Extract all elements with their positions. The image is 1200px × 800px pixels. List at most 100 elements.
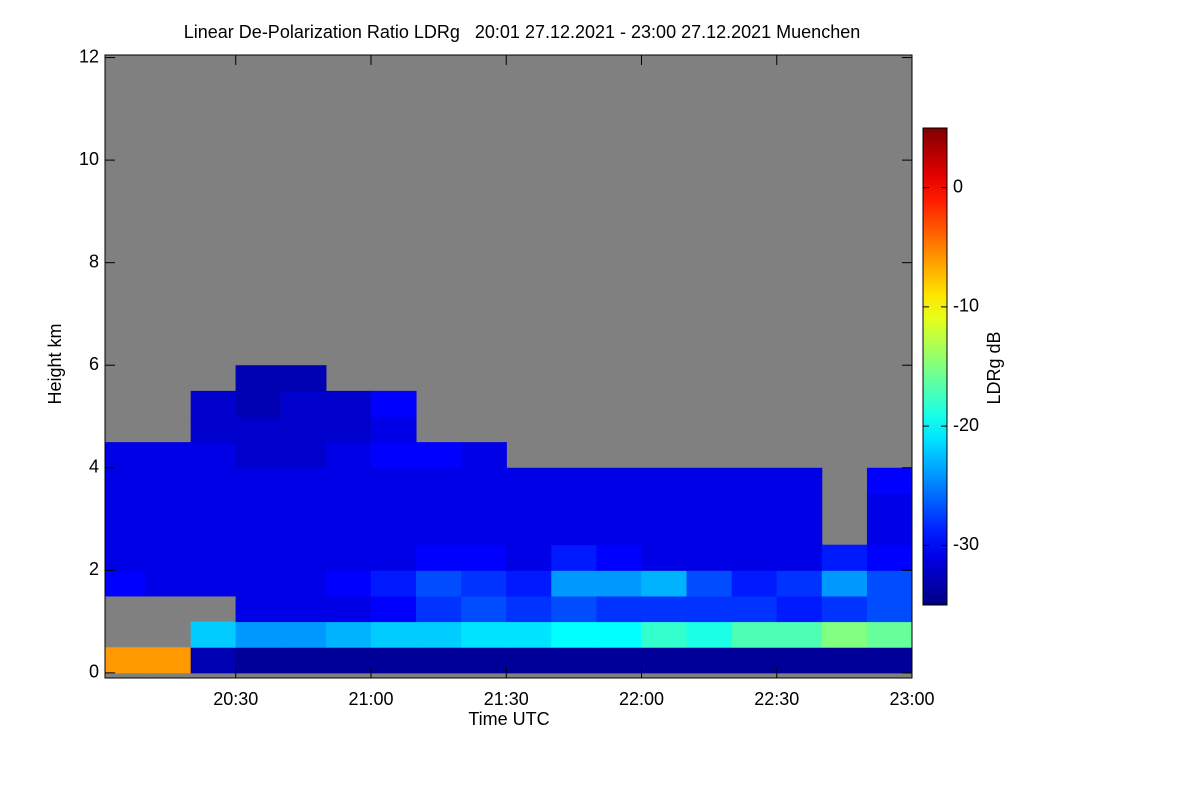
y-tick-label: 0 bbox=[89, 662, 99, 682]
heatmap-cell bbox=[551, 595, 597, 623]
heatmap-cell bbox=[280, 365, 327, 392]
heatmap-cell bbox=[596, 544, 643, 571]
heatmap-cell bbox=[461, 493, 507, 520]
heatmap-cell bbox=[686, 493, 733, 520]
heatmap-cell bbox=[145, 570, 192, 597]
heatmap-cell bbox=[506, 621, 552, 648]
heatmap-cell bbox=[461, 519, 507, 546]
heatmap-cell bbox=[235, 493, 282, 520]
heatmap-cell bbox=[686, 621, 733, 648]
heatmap-cell bbox=[190, 442, 237, 469]
heatmap-cell bbox=[776, 621, 823, 648]
heatmap-cell bbox=[551, 647, 597, 674]
heatmap-cell bbox=[235, 647, 282, 674]
heatmap-cell bbox=[731, 519, 778, 546]
heatmap-cell bbox=[641, 519, 688, 546]
heatmap-cell bbox=[641, 493, 688, 520]
heatmap-cell bbox=[105, 493, 147, 520]
heatmap-cell bbox=[596, 493, 643, 520]
heatmap-cell bbox=[596, 467, 643, 494]
heatmap-cell bbox=[506, 647, 552, 674]
heatmap-cell bbox=[235, 442, 282, 469]
heatmap-cell bbox=[325, 519, 372, 546]
heatmap-cell bbox=[866, 621, 912, 648]
heatmap-cells bbox=[105, 365, 912, 674]
heatmap-cell bbox=[325, 416, 372, 443]
heatmap-cell bbox=[731, 544, 778, 571]
heatmap-cell bbox=[325, 621, 372, 648]
heatmap-cell bbox=[325, 544, 372, 571]
heatmap-cell bbox=[235, 519, 282, 546]
heatmap-cell bbox=[370, 570, 417, 597]
heatmap-cell bbox=[190, 493, 237, 520]
heatmap-cell bbox=[461, 467, 507, 494]
heatmap-cell bbox=[866, 544, 912, 571]
heatmap-cell bbox=[821, 647, 868, 674]
heatmap-cell bbox=[416, 544, 462, 571]
heatmap-cell bbox=[370, 647, 417, 674]
heatmap-cell bbox=[145, 442, 192, 469]
heatmap-cell bbox=[416, 621, 462, 648]
y-tick-label: 12 bbox=[79, 46, 99, 66]
heatmap-cell bbox=[506, 570, 552, 597]
heatmap-cell bbox=[641, 570, 688, 597]
heatmap-cell bbox=[506, 467, 552, 494]
colorbar-tick-label: -10 bbox=[953, 296, 979, 316]
heatmap-cell bbox=[105, 544, 147, 571]
heatmap-cell bbox=[866, 467, 912, 494]
y-tick-label: 4 bbox=[89, 457, 99, 477]
heatmap-cell bbox=[235, 467, 282, 494]
heatmap-cell bbox=[596, 519, 643, 546]
heatmap-cell bbox=[731, 467, 778, 494]
heatmap-cell bbox=[235, 416, 282, 443]
heatmap-cell bbox=[596, 595, 643, 623]
heatmap-cell bbox=[280, 595, 327, 623]
heatmap-cell bbox=[551, 570, 597, 597]
heatmap-cell bbox=[776, 544, 823, 571]
heatmap-cell bbox=[416, 467, 462, 494]
heatmap-cell bbox=[686, 544, 733, 571]
heatmap-cell bbox=[866, 595, 912, 623]
x-tick-label: 20:30 bbox=[213, 689, 258, 709]
heatmap-cell bbox=[370, 544, 417, 571]
heatmap-cell bbox=[866, 570, 912, 597]
heatmap-cell bbox=[370, 493, 417, 520]
heatmap-cell bbox=[280, 570, 327, 597]
heatmap-cell bbox=[105, 442, 147, 469]
heatmap-cell bbox=[416, 442, 462, 469]
heatmap-cell bbox=[731, 647, 778, 674]
heatmap-cell bbox=[461, 647, 507, 674]
heatmap-cell bbox=[280, 519, 327, 546]
heatmap-cell bbox=[731, 595, 778, 623]
heatmap-cell bbox=[416, 570, 462, 597]
heatmap-cell bbox=[776, 519, 823, 546]
heatmap-cell bbox=[280, 467, 327, 494]
y-tick-label: 10 bbox=[79, 149, 99, 169]
y-axis-label: Height km bbox=[45, 323, 65, 404]
heatmap-cell bbox=[641, 595, 688, 623]
heatmap-cell bbox=[686, 519, 733, 546]
heatmap-cell bbox=[280, 544, 327, 571]
heatmap-cell bbox=[416, 519, 462, 546]
heatmap-cell bbox=[461, 442, 507, 469]
heatmap-cell bbox=[235, 365, 282, 392]
heatmap-cell bbox=[370, 467, 417, 494]
heatmap-cell bbox=[105, 570, 147, 597]
heatmap-cell bbox=[325, 570, 372, 597]
heatmap-cell bbox=[280, 390, 327, 417]
heatmap-cell bbox=[190, 416, 237, 443]
y-tick-label: 6 bbox=[89, 354, 99, 374]
heatmap-cell bbox=[190, 570, 237, 597]
heatmap-cell bbox=[776, 647, 823, 674]
heatmap-cell bbox=[416, 647, 462, 674]
x-tick-label: 23:00 bbox=[889, 689, 934, 709]
heatmap-cell bbox=[551, 519, 597, 546]
heatmap-cell bbox=[641, 621, 688, 648]
heatmap-cell bbox=[145, 519, 192, 546]
heatmap-cell bbox=[235, 595, 282, 623]
x-tick-label: 22:00 bbox=[619, 689, 664, 709]
heatmap-cell bbox=[105, 467, 147, 494]
heatmap-cell bbox=[235, 570, 282, 597]
heatmap-cell bbox=[370, 621, 417, 648]
